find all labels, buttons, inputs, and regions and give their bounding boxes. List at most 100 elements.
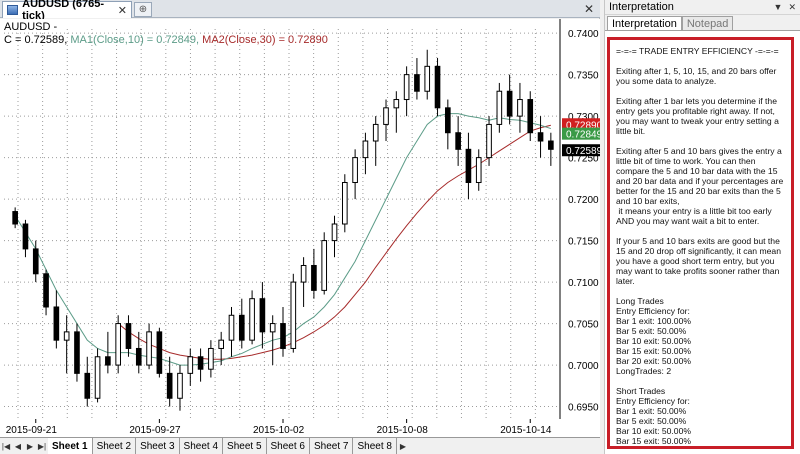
price-tag-label: 0.72890: [566, 120, 600, 131]
x-tick-label: 2015-09-21: [6, 425, 58, 436]
sheet-nav-button-2[interactable]: ▶: [26, 441, 34, 451]
chart-tab[interactable]: AUDUSD (6765-tick) ✕: [2, 0, 132, 22]
sheet-tab-4[interactable]: Sheet 4: [180, 438, 224, 454]
candle-body: [135, 347, 142, 366]
candle-body: [403, 74, 410, 101]
candle-body: [12, 211, 18, 225]
candle-body: [32, 248, 39, 275]
y-tick-label: 0.7150: [568, 237, 599, 248]
y-tick-label: 0.7050: [568, 320, 599, 331]
y-tick-label: 0.7100: [568, 278, 599, 289]
price-tag-label: 0.72849: [566, 130, 600, 141]
candle-body: [548, 140, 554, 150]
sheet-tab-7[interactable]: Sheet 7: [310, 438, 354, 454]
candle-body: [393, 99, 400, 109]
candle-body: [197, 356, 204, 370]
candle-body: [166, 372, 173, 399]
chart-icon: [7, 5, 19, 15]
chart-legend: AUDUSD - C = 0.72589, MA1(Close,10) = 0.…: [4, 21, 328, 47]
price-tag: [562, 144, 600, 157]
close-icon[interactable]: ✕: [117, 4, 127, 17]
y-tick-label: 0.6950: [568, 403, 599, 414]
sheet-tab-6[interactable]: Sheet 6: [267, 438, 310, 454]
candle-body: [517, 99, 523, 117]
candle-body: [249, 298, 255, 341]
x-tick-label: 2015-10-02: [253, 425, 305, 436]
candle-body: [486, 123, 492, 159]
close-icon[interactable]: ✕: [788, 1, 796, 12]
candle-body: [259, 298, 266, 333]
candle-body: [115, 323, 121, 366]
candle-body: [321, 240, 328, 291]
candle-body: [434, 65, 441, 109]
sheet-nav-button-0[interactable]: |◀: [1, 441, 11, 451]
dropdown-icon[interactable]: ▼: [773, 1, 783, 12]
sheet-nav-button-1[interactable]: ◀: [14, 441, 22, 451]
x-tick-label: 2015-10-14: [500, 425, 552, 436]
interpretation-body: =-=-= TRADE ENTRY EFFICIENCY -=-=-= Exit…: [605, 31, 800, 454]
x-tick-label: 2015-10-08: [377, 425, 429, 436]
candle-body: [238, 314, 245, 341]
candle-body: [218, 339, 225, 349]
sheet-tab-5[interactable]: Sheet 5: [223, 438, 267, 454]
candle-body: [187, 356, 194, 374]
candle-body: [156, 331, 163, 374]
sheet-tab-2[interactable]: Sheet 2: [93, 438, 137, 454]
tab-notepad[interactable]: Notepad: [681, 16, 734, 30]
price-chart[interactable]: 0.7400 0.7350 0.7300 0.7250 0.7200 0.7150 0.71…: [0, 19, 600, 437]
chart-area[interactable]: 0.7400 0.7350 0.7300 0.7250 0.7200 0.7150 0.71…: [0, 19, 600, 437]
chart-window: AUDUSD (6765-tick) ✕ ⊕ ✕ 0.7400 0.7350 0.7…: [0, 0, 600, 454]
y-tick-label: 0.7400: [568, 29, 599, 40]
ma1-value: MA1(Close,10) = 0.72849,: [70, 34, 200, 46]
candle-body: [414, 74, 420, 92]
candle-body: [22, 223, 29, 250]
candle-body: [84, 372, 91, 399]
candle-body: [63, 331, 70, 341]
interpretation-tabs: Interpretation Notepad: [605, 15, 800, 31]
candle-body: [455, 132, 461, 150]
y-tick-label: 0.7300: [568, 112, 599, 123]
candle-body: [445, 107, 451, 134]
sheet-tab-1[interactable]: Sheet 1: [48, 438, 93, 454]
candle-body: [208, 347, 214, 370]
candle-body: [383, 107, 389, 125]
y-tick-label: 0.7250: [568, 154, 599, 165]
candle-body: [177, 372, 183, 399]
candle-body: [362, 140, 369, 159]
close-value: C = 0.72589,: [4, 34, 68, 46]
tab-interpretation[interactable]: Interpretation: [607, 16, 682, 30]
sheet-nav-button-3[interactable]: ▶|: [37, 441, 47, 451]
candle-body: [146, 331, 152, 366]
sheet-tab-3[interactable]: Sheet 3: [136, 438, 180, 454]
candle-body: [537, 132, 544, 142]
interpretation-titlebar: Interpretation ▼ ✕: [605, 0, 800, 15]
symbol-label: AUDUSD -: [4, 21, 58, 33]
new-tab-button[interactable]: ⊕: [134, 2, 152, 17]
sheet-tab-8[interactable]: Sheet 8: [353, 438, 397, 454]
candle-body: [527, 99, 534, 134]
sheet-scroll-right[interactable]: ▶: [399, 441, 407, 451]
candle-body: [290, 281, 297, 349]
candle-body: [269, 323, 276, 333]
sheet-tab-bar: |◀ ◀ ▶ ▶| Sheet 1 Sheet 2 Sheet 3 Sheet 4 Sheet …: [0, 437, 600, 454]
candle-body: [94, 356, 101, 399]
window-close-icon[interactable]: ✕: [583, 2, 594, 16]
candle-body: [228, 314, 235, 341]
y-tick-label: 0.7350: [568, 71, 599, 82]
candle-body: [424, 65, 431, 92]
candle-body: [331, 223, 338, 242]
indicator-values: C = 0.72589, MA1(Close,10) = 0.72849, MA…: [4, 34, 328, 47]
candle-body: [105, 356, 111, 366]
interpretation-text: =-=-= TRADE ENTRY EFFICIENCY -=-=-= Exit…: [616, 46, 784, 446]
y-tick-label: 0.7000: [568, 361, 599, 372]
candle-body: [300, 264, 307, 283]
interpretation-panel: Interpretation ▼ ✕ Interpretation Notepa…: [604, 0, 800, 454]
candle-body: [280, 323, 286, 349]
ma2-value: MA2(Close,30) = 0.72890: [202, 34, 328, 46]
document-tab-strip: AUDUSD (6765-tick) ✕ ⊕ ✕: [0, 0, 600, 22]
candle-body: [465, 148, 472, 184]
highlighted-text-box: =-=-= TRADE ENTRY EFFICIENCY -=-=-= Exit…: [607, 37, 794, 449]
candle-body: [475, 157, 482, 184]
candle-body: [352, 157, 358, 184]
